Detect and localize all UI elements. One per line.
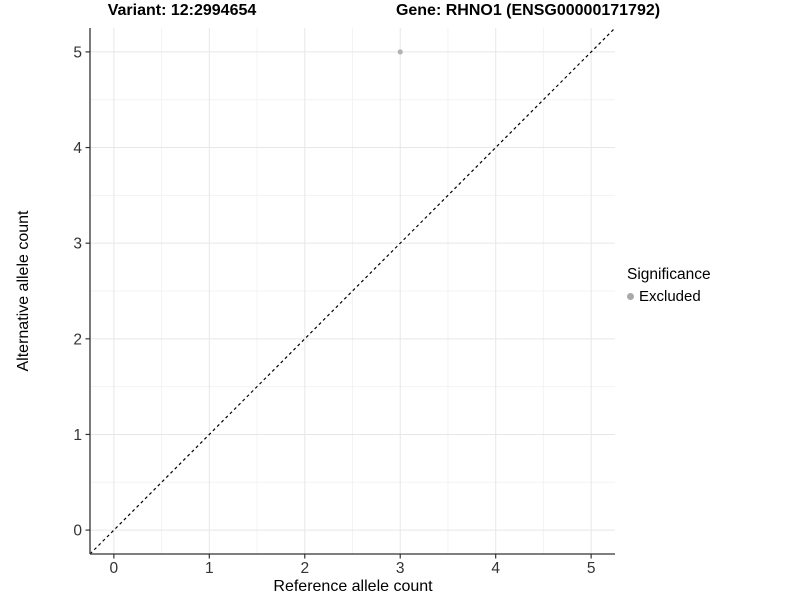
- x-tick-label: 4: [491, 560, 500, 577]
- x-tick-label: 0: [110, 560, 119, 577]
- legend-title: Significance: [627, 266, 711, 283]
- x-tick-label: 5: [587, 560, 596, 577]
- y-axis-title: Alternative allele count: [15, 210, 32, 372]
- x-tick-label: 2: [300, 560, 309, 577]
- y-tick-label: 2: [73, 331, 82, 348]
- y-tick-label: 4: [73, 140, 82, 157]
- data-point: [397, 49, 403, 55]
- y-tick-label: 5: [73, 44, 82, 61]
- y-tick-label: 1: [73, 427, 82, 444]
- plot-title-gene: Gene: RHNO1 (ENSG00000171792): [395, 2, 661, 19]
- legend-point-icon: [627, 293, 634, 300]
- y-tick-label: 3: [73, 236, 82, 253]
- y-tick-label: 0: [73, 523, 82, 540]
- legend-entry-label: Excluded: [639, 288, 701, 305]
- x-tick-label: 3: [396, 560, 405, 577]
- legend-entry-excluded: Excluded: [627, 288, 711, 305]
- plot-title-variant: Variant: 12:2994654: [107, 2, 257, 19]
- x-tick-label: 1: [205, 560, 214, 577]
- x-axis-title: Reference allele count: [273, 578, 433, 595]
- legend: Significance Excluded: [627, 266, 711, 305]
- identity-reference-line: [89, 27, 616, 555]
